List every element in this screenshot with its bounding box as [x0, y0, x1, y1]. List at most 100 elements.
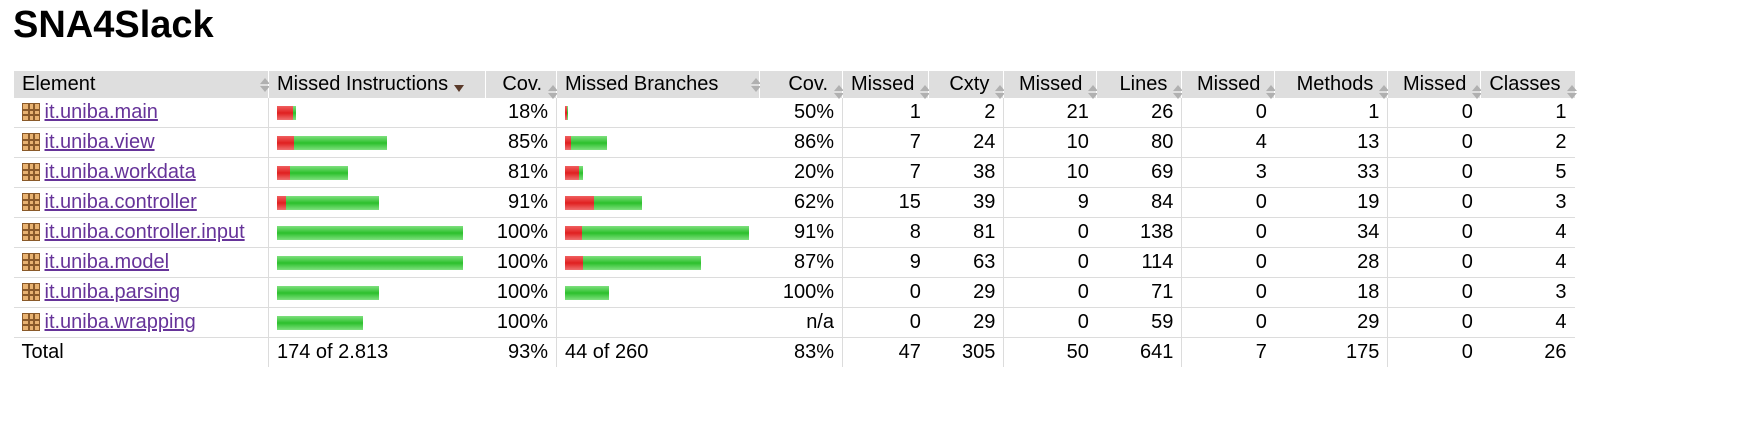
header-missed-cxty[interactable]: Missed: [841, 71, 931, 99]
classes: 5: [1480, 157, 1575, 188]
table-row: it.uniba.wrapping 100% n/a 0 29 0 59 0 29 0 4: [13, 307, 1575, 338]
missed-cxty: 1: [841, 98, 929, 128]
package-link[interactable]: it.uniba.model: [44, 251, 170, 273]
missed-methods: 4: [1181, 127, 1275, 158]
missed-branches-cell: [556, 127, 760, 158]
package-link[interactable]: it.uniba.controller: [44, 191, 197, 213]
header-missed-methods[interactable]: Missed: [1181, 71, 1277, 99]
missed-instructions-bar: [277, 165, 348, 180]
lines: 114: [1096, 247, 1182, 278]
branches-coverage: 100%: [759, 277, 843, 308]
classes: 2: [1480, 127, 1575, 158]
missed-branches-bar: [565, 135, 607, 150]
covered-bar-segment: [579, 165, 583, 180]
table-row: it.uniba.parsing 100% 100% 0 29 0 71 0 18 0 3: [13, 277, 1575, 308]
missed-cxty: 0: [841, 307, 929, 338]
header-element-label: Element: [22, 73, 96, 95]
total-cxty: 305: [928, 337, 1004, 367]
missed-bar-segment: [277, 195, 286, 210]
missed-lines: 0: [1003, 277, 1097, 308]
covered-bar-segment: [290, 165, 348, 180]
element-cell: it.uniba.view: [13, 127, 269, 158]
package-icon: [21, 103, 40, 121]
package-icon: [21, 283, 40, 301]
header-missed-branches-label: Missed Branches: [565, 73, 719, 95]
cxty: 29: [928, 277, 1004, 308]
missed-branches-cell: [556, 277, 760, 308]
instructions-coverage: 100%: [485, 277, 557, 308]
missed-branches-bar: [565, 195, 642, 210]
element-cell: it.uniba.controller.input: [13, 217, 269, 248]
methods: 1: [1274, 98, 1388, 128]
header-methods[interactable]: Methods: [1274, 71, 1390, 99]
header-cxty[interactable]: Cxty: [928, 71, 1006, 99]
missed-lines: 10: [1003, 157, 1097, 188]
missed-classes: 0: [1387, 307, 1481, 338]
header-classes[interactable]: Classes: [1480, 71, 1577, 99]
missed-methods: 3: [1181, 157, 1275, 188]
missed-methods: 0: [1181, 247, 1275, 278]
missed-bar-segment: [277, 165, 290, 180]
missed-branches-bar: [565, 105, 568, 120]
package-icon: [21, 313, 40, 331]
package-link[interactable]: it.uniba.workdata: [44, 161, 196, 183]
missed-bar-segment: [565, 105, 567, 120]
covered-bar-segment: [567, 105, 568, 120]
header-missed-branches[interactable]: Missed Branches: [556, 71, 761, 98]
element-cell: it.uniba.main: [13, 98, 269, 128]
missed-bar-segment: [565, 135, 571, 150]
covered-bar-segment: [594, 195, 642, 210]
methods: 33: [1274, 157, 1388, 188]
missed-instructions-bar: [277, 225, 463, 240]
header-missed-instructions[interactable]: Missed Instructions: [268, 71, 486, 98]
covered-bar-segment: [277, 315, 363, 330]
package-link[interactable]: it.uniba.view: [44, 131, 155, 153]
header-cov1-label: Cov.: [502, 73, 542, 95]
methods: 29: [1274, 307, 1388, 338]
total-cov2: 83%: [759, 337, 843, 367]
header-element[interactable]: Element: [13, 71, 270, 98]
missed-cxty: 0: [841, 277, 929, 308]
package-link[interactable]: it.uniba.controller.input: [44, 221, 245, 243]
element-cell: it.uniba.model: [13, 247, 269, 278]
missed-instructions-bar: [277, 195, 379, 210]
missed-instructions-cell: [268, 217, 486, 248]
covered-bar-segment: [565, 285, 609, 300]
missed-bar-segment: [565, 165, 579, 180]
instructions-coverage: 81%: [485, 157, 557, 188]
header-cov1[interactable]: Cov.: [485, 71, 558, 99]
header-missed-lines[interactable]: Missed: [1003, 71, 1099, 99]
header-missed-classes-label: Missed: [1403, 73, 1467, 95]
branches-coverage: 20%: [759, 157, 843, 188]
header-cov2[interactable]: Cov.: [759, 71, 844, 99]
classes: 4: [1480, 307, 1575, 338]
cxty: 2: [928, 98, 1004, 128]
table-row: it.uniba.view 85% 86% 7 24 10 80 4 13 0 2: [13, 127, 1575, 158]
covered-bar-segment: [277, 225, 463, 240]
cxty: 63: [928, 247, 1004, 278]
missed-instructions-bar: [277, 135, 387, 150]
missed-cxty: 9: [841, 247, 929, 278]
missed-lines: 0: [1003, 307, 1097, 338]
package-icon: [21, 163, 40, 181]
total-cov1: 93%: [485, 337, 557, 367]
missed-lines: 0: [1003, 247, 1097, 278]
total-missed-branches: 44 of 260: [556, 337, 760, 367]
lines: 69: [1096, 157, 1182, 188]
covered-bar-segment: [582, 225, 749, 240]
missed-methods: 0: [1181, 217, 1275, 248]
covered-bar-segment: [294, 135, 387, 150]
missed-instructions-bar: [277, 255, 463, 270]
cxty: 38: [928, 157, 1004, 188]
header-lines[interactable]: Lines: [1096, 71, 1184, 99]
package-link[interactable]: it.uniba.main: [44, 101, 158, 123]
missed-bar-segment: [277, 135, 294, 150]
missed-bar-segment: [565, 225, 582, 240]
table-row: it.uniba.workdata 81% 20% 7 38 10 69 3 33 0 5: [13, 157, 1575, 188]
missed-classes: 0: [1387, 187, 1481, 218]
package-link[interactable]: it.uniba.parsing: [44, 281, 181, 303]
header-missed-methods-label: Missed: [1197, 73, 1261, 95]
page-title: SNA4Slack: [13, 4, 214, 46]
package-link[interactable]: it.uniba.wrapping: [44, 311, 196, 333]
header-missed-classes[interactable]: Missed: [1387, 71, 1483, 99]
